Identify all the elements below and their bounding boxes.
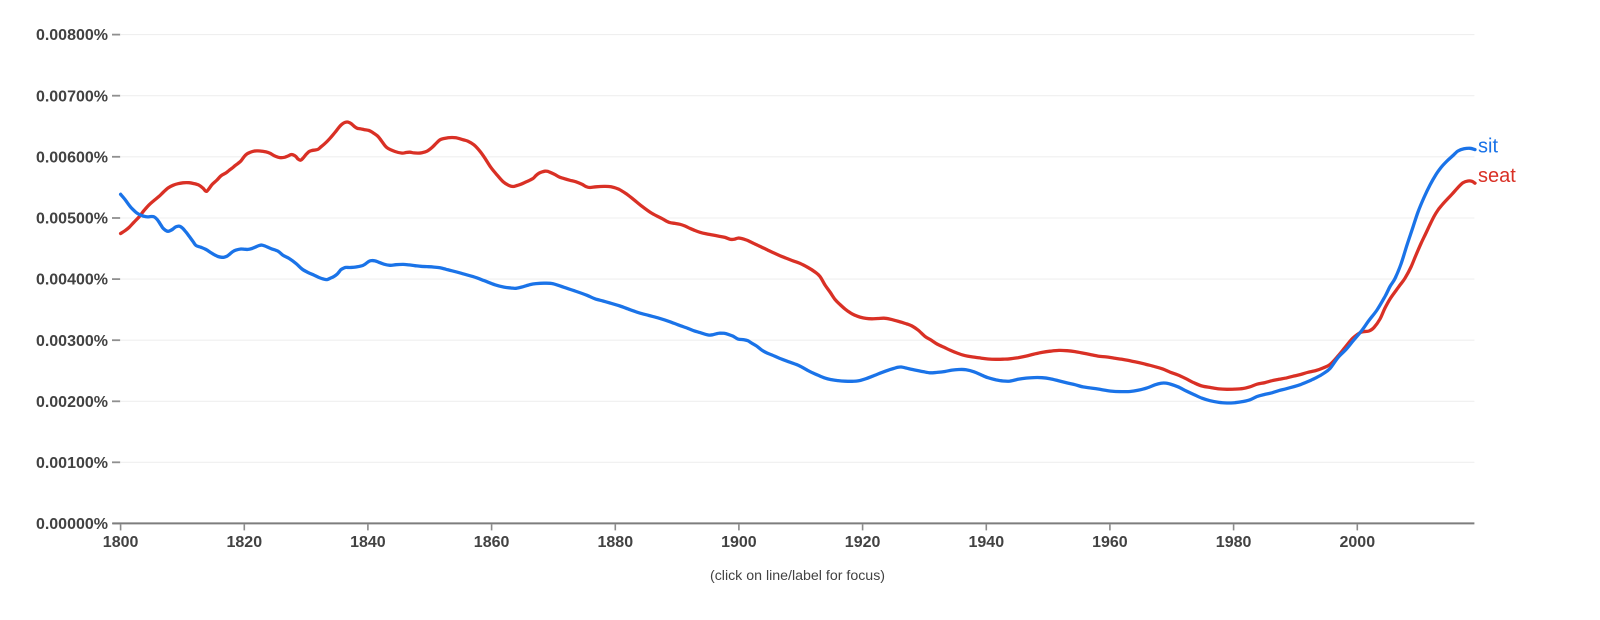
svg-text:2000: 2000 (1340, 534, 1376, 551)
svg-text:0.00700%: 0.00700% (36, 88, 108, 105)
svg-text:1900: 1900 (721, 534, 757, 551)
svg-text:0.00800%: 0.00800% (36, 27, 108, 44)
svg-text:1820: 1820 (227, 534, 263, 551)
svg-text:0.00200%: 0.00200% (36, 394, 108, 411)
svg-text:1840: 1840 (350, 534, 386, 551)
svg-text:1800: 1800 (103, 534, 139, 551)
svg-text:0.00300%: 0.00300% (36, 333, 108, 350)
svg-text:0.00500%: 0.00500% (36, 211, 108, 228)
svg-text:1980: 1980 (1216, 534, 1252, 551)
svg-text:1920: 1920 (845, 534, 881, 551)
svg-text:0.00000%: 0.00000% (36, 516, 108, 533)
svg-text:1940: 1940 (969, 534, 1005, 551)
svg-text:(click on line/label for focus: (click on line/label for focus) (710, 568, 885, 584)
svg-text:1860: 1860 (474, 534, 510, 551)
svg-text:0.00600%: 0.00600% (36, 149, 108, 166)
svg-text:0.00400%: 0.00400% (36, 272, 108, 289)
svg-text:sit: sit (1478, 136, 1498, 158)
svg-text:0.00100%: 0.00100% (36, 455, 108, 472)
svg-text:1960: 1960 (1092, 534, 1128, 551)
svg-text:seat: seat (1478, 165, 1516, 187)
svg-text:1880: 1880 (598, 534, 634, 551)
